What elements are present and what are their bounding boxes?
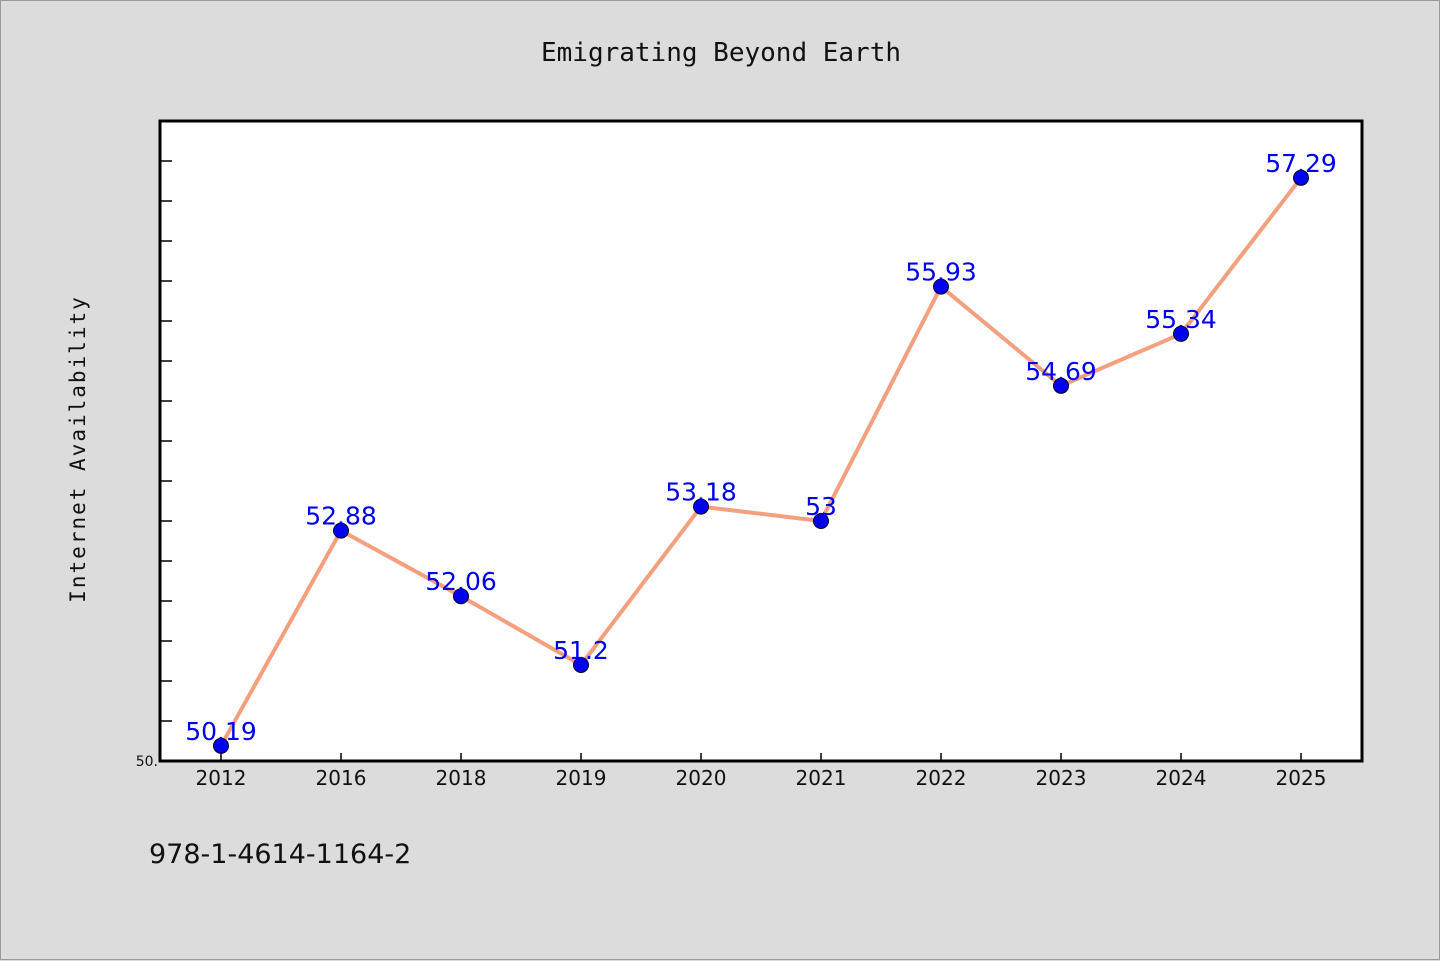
data-point — [933, 278, 949, 295]
x-tick-label: 2019 — [556, 766, 607, 790]
x-tick-label: 2020 — [676, 766, 727, 790]
data-label: 50.19 — [185, 717, 257, 746]
x-tick-label: 2024 — [1156, 766, 1207, 790]
x-tick-label: 2021 — [796, 766, 847, 790]
data-point — [1173, 325, 1189, 342]
data-point — [1293, 169, 1309, 186]
y-tick-label: 50. — [136, 754, 158, 770]
x-tick-label: 2016 — [316, 766, 367, 790]
data-point — [213, 737, 229, 754]
footer-isbn: 978-1-4614-1164-2 — [149, 839, 411, 870]
data-label: 55.34 — [1145, 305, 1217, 334]
data-point — [453, 588, 469, 605]
data-label: 53 — [805, 492, 837, 521]
data-label: 54.69 — [1025, 357, 1097, 386]
data-label: 53.18 — [665, 478, 737, 507]
x-tick-label: 2025 — [1276, 766, 1327, 790]
y-axis-label: Internet Availability — [66, 295, 90, 603]
data-point — [573, 657, 589, 673]
data-point — [813, 513, 829, 529]
data-label: 52.88 — [305, 502, 377, 531]
data-point — [333, 522, 349, 539]
data-label: 55.93 — [905, 258, 977, 287]
data-label: 51.2 — [553, 636, 609, 665]
y-axis-ticks: 50. — [136, 120, 172, 770]
x-tick-label: 2022 — [916, 766, 967, 790]
data-point — [693, 498, 709, 515]
series-line — [219, 176, 1303, 747]
plot-area — [158, 119, 1364, 763]
data-labels: 50.19 52.88 52.06 51.2 53.18 53 55.93 54.69 55.3… — [185, 149, 1337, 746]
data-label: 52.06 — [425, 567, 497, 596]
x-axis-ticks: 2012 2016 2018 2019 2020 2021 2022 2023 2024 2025 — [196, 753, 1327, 790]
x-tick-label: 2012 — [196, 766, 247, 790]
x-tick-label: 2023 — [1036, 766, 1087, 790]
x-tick-label: 2018 — [436, 766, 487, 790]
chart-title: Emigrating Beyond Earth — [541, 38, 901, 68]
series-markers — [213, 169, 1309, 754]
data-label: 57.29 — [1265, 149, 1337, 178]
data-point — [1053, 377, 1069, 394]
